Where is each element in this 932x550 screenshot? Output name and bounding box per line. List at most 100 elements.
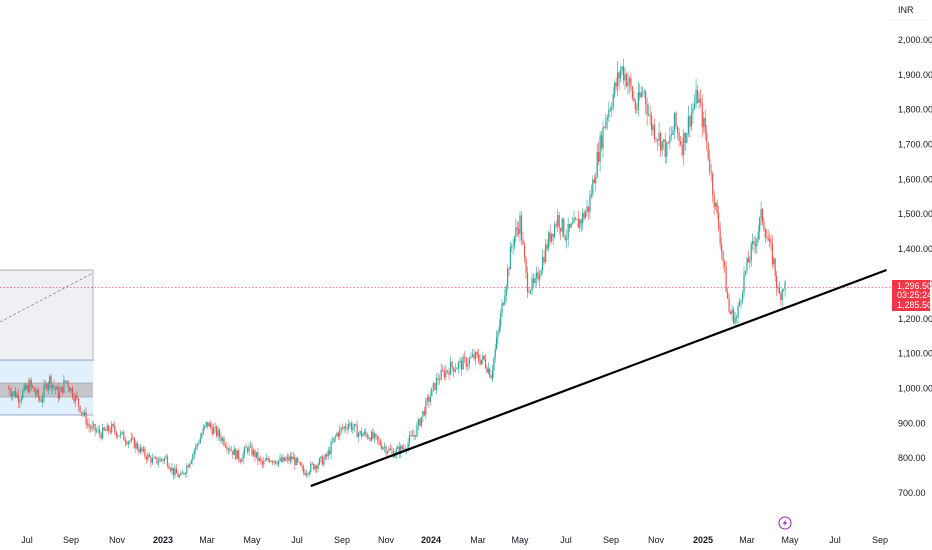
candle-body <box>630 77 632 87</box>
candle-body <box>184 473 186 475</box>
y-tick-label: 1,800.00 <box>898 105 932 115</box>
candle-body <box>740 300 742 303</box>
candle-body <box>103 427 105 431</box>
candle-body <box>414 435 417 437</box>
candle-body <box>193 450 195 455</box>
candle-body <box>443 370 445 378</box>
x-tick-label: Sep <box>63 535 79 545</box>
candle-body <box>82 412 84 415</box>
candle-body <box>24 385 27 390</box>
candle-body <box>280 457 283 462</box>
candle-body <box>516 227 518 230</box>
candle-body <box>716 202 718 213</box>
candle-body <box>260 458 262 462</box>
candle-body <box>108 425 110 432</box>
candle-body <box>218 430 221 437</box>
candle-body <box>449 361 452 375</box>
candle-body <box>329 450 331 455</box>
candle-body <box>531 278 533 291</box>
candle-body <box>192 454 194 461</box>
candle-body <box>32 385 34 388</box>
candle-body <box>385 446 387 454</box>
candle-body <box>502 303 505 305</box>
candle-body <box>753 241 755 245</box>
candle-body <box>431 387 433 397</box>
x-tick-label: Nov <box>109 535 126 545</box>
candle-body <box>224 445 227 447</box>
candle-body <box>207 421 209 427</box>
candle-body <box>50 376 52 389</box>
candle-body <box>68 387 71 392</box>
candle-body <box>174 468 176 476</box>
candle-body <box>394 454 396 458</box>
candle-body <box>429 396 431 402</box>
candle-body <box>560 228 562 232</box>
candle-body <box>105 430 107 432</box>
candle-body <box>617 72 619 87</box>
candle-body <box>660 133 662 151</box>
candle-body <box>434 383 436 391</box>
candle-body <box>90 427 92 429</box>
candle-body <box>336 433 338 437</box>
candle-body <box>198 443 200 445</box>
candle-body <box>680 141 682 145</box>
candle-body <box>345 426 347 429</box>
candle-body <box>697 89 699 103</box>
x-tick-label: Mar <box>199 535 215 545</box>
candle-body <box>269 459 271 462</box>
candle-body <box>189 463 191 468</box>
time-axis[interactable]: Jul Sep Nov 2023 Mar May Jul Sep Nov 2024 Mar May Ju… <box>21 535 888 545</box>
candle-body <box>599 135 601 162</box>
candle-body <box>686 133 688 143</box>
candle-body <box>595 177 597 184</box>
candle-body <box>528 292 530 293</box>
candle-body <box>61 386 64 393</box>
candle-body <box>239 459 241 463</box>
candle-body <box>339 428 341 437</box>
candle-body <box>639 92 641 98</box>
candle-body <box>445 370 447 378</box>
candle-body <box>649 114 651 116</box>
candle-body <box>288 456 290 461</box>
candle-body <box>566 238 568 240</box>
candle-body <box>410 435 412 436</box>
candle-body <box>783 289 785 291</box>
drawing-rectangles[interactable] <box>0 269 94 416</box>
candle-body <box>208 423 210 427</box>
candle-body <box>737 305 739 318</box>
candle-body <box>773 258 775 265</box>
candle-body <box>391 449 393 452</box>
candle-body <box>515 227 517 237</box>
candle-body <box>609 109 611 111</box>
candle-body <box>569 223 571 228</box>
candle-body <box>375 433 377 436</box>
candle-body <box>356 425 358 438</box>
trend-line[interactable] <box>310 268 887 488</box>
candle-body <box>19 401 21 403</box>
candle-body <box>561 218 563 232</box>
candle-body <box>291 456 293 460</box>
candle-body <box>86 423 89 425</box>
candle-body <box>202 427 204 435</box>
lightning-icon[interactable] <box>778 516 792 530</box>
candle-body <box>94 424 96 432</box>
candle-body <box>540 270 542 276</box>
candle-body <box>363 431 365 435</box>
candle-body <box>317 464 319 469</box>
candle-body <box>307 473 309 475</box>
candle-body <box>529 290 532 293</box>
candle-body <box>29 380 31 392</box>
candle-body <box>464 357 466 358</box>
candle-body <box>567 223 569 239</box>
candle-body <box>17 394 20 403</box>
candle-body <box>242 453 244 461</box>
candle-body <box>451 361 453 368</box>
candle-body <box>314 465 316 470</box>
candle-body <box>355 424 357 426</box>
candle-body <box>768 239 771 241</box>
candle-body <box>162 459 164 461</box>
candle-body <box>549 232 551 242</box>
x-tick-label: Jul <box>291 535 303 545</box>
candle-body <box>690 112 693 127</box>
